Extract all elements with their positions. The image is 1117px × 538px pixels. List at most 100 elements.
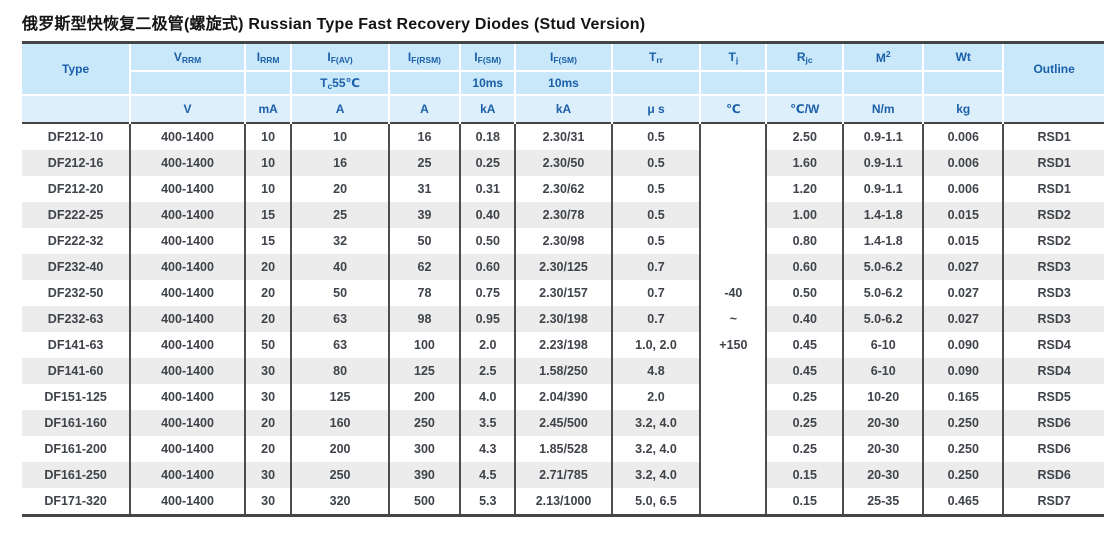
- table-cell: 80: [290, 358, 389, 384]
- table-cell: 6-10: [842, 358, 924, 384]
- unit-ifrsm: A: [387, 95, 462, 123]
- table-cell: 3.2, 4.0: [610, 462, 701, 488]
- table-cell: 10: [243, 150, 292, 176]
- col-header-ifav: IF(AV): [290, 42, 390, 72]
- table-row: DF141-60 400-1400 30 80 125 2.5 1.58/250 4.8 0.4…: [22, 358, 1104, 384]
- table-cell: 50: [290, 280, 389, 306]
- table-cell: 1.0, 2.0: [610, 332, 701, 358]
- table-cell: 3.2, 4.0: [610, 436, 701, 462]
- page-title: 俄罗斯型快恢复二极管(螺旋式) Russian Type Fast Recove…: [22, 10, 1103, 34]
- table-cell: RSD1: [1002, 123, 1104, 150]
- table-cell: 250: [387, 410, 461, 436]
- table-cell: DF222-32: [47, 234, 104, 248]
- table-cell: 2.30/125: [514, 254, 612, 280]
- table-cell: 0.40: [459, 202, 516, 228]
- table-cell: 62: [387, 254, 461, 280]
- table-cell: 1.00: [765, 202, 844, 228]
- table-cell: DF161-160: [22, 410, 131, 436]
- table-row: DF222-32 400-1400 15 32 50 0.50 2.30/98 0.5 0.80…: [22, 228, 1104, 254]
- table-cell: 0.60: [459, 254, 516, 280]
- table-cell: 5.0-6.2: [842, 254, 924, 280]
- table-cell: 1.60: [765, 150, 844, 176]
- table-cell: 0.25: [459, 150, 516, 176]
- unit-wt: kg: [922, 95, 1005, 123]
- col-header-vrrm: VRRM: [129, 42, 246, 72]
- table-cell: 0.250: [922, 462, 1004, 488]
- unit-irrm: mA: [243, 95, 293, 123]
- table-cell: 0.25: [765, 410, 844, 436]
- table-cell: RSD4: [1002, 332, 1104, 358]
- table-cell: 30: [243, 488, 292, 516]
- table-cell: 400-1400: [129, 332, 245, 358]
- table-cell: 16: [290, 150, 389, 176]
- table-cell: 400-1400: [129, 280, 245, 306]
- table-cell: 30: [243, 358, 292, 384]
- table-cell: 30: [243, 462, 292, 488]
- unit-ifsm1: kA: [459, 95, 517, 123]
- unit-rjc: ℃/W: [765, 95, 845, 123]
- table-cell: 16: [387, 123, 461, 150]
- table-cell: 200: [290, 436, 389, 462]
- table-cell: 0.090: [922, 358, 1004, 384]
- table-cell: 0.006: [922, 176, 1004, 202]
- table-cell: 5.0-6.2: [842, 306, 924, 332]
- table-cell: 0.60: [765, 254, 844, 280]
- tj-range-line: +150: [719, 338, 748, 352]
- table-row: DF212-20 400-1400 10 20 31 0.31 2.30/62 0.5 1.20…: [22, 176, 1104, 202]
- col-header-tj: Tj: [699, 42, 768, 72]
- tj-range-cell: -40 ~ +150: [699, 123, 768, 516]
- table-cell: 0.15: [765, 488, 844, 516]
- col-header-type: Type: [22, 42, 132, 96]
- table-cell: 25: [290, 202, 389, 228]
- subheader-ifrsm: [387, 71, 462, 96]
- table-cell: 2.0: [610, 384, 701, 410]
- table-cell: 0.45: [765, 358, 844, 384]
- table-cell: 0.015: [922, 228, 1004, 254]
- table-cell: 400-1400: [129, 150, 245, 176]
- table-cell: 0.31: [459, 176, 516, 202]
- table-cell: RSD4: [1002, 358, 1104, 384]
- table-cell: RSD3: [1002, 306, 1104, 332]
- table-cell: 0.7: [610, 280, 701, 306]
- table-cell: 400-1400: [129, 254, 245, 280]
- table-cell: 0.9-1.1: [842, 123, 924, 150]
- table-cell: 0.250: [922, 410, 1004, 436]
- table-cell: 39: [387, 202, 461, 228]
- table-cell: 0.5: [610, 150, 701, 176]
- table-cell: DF232-63: [22, 306, 131, 332]
- table-cell: 32: [290, 228, 389, 254]
- table-cell: 2.50: [765, 123, 844, 150]
- table-cell: DF171-320: [44, 494, 107, 508]
- unit-type: [22, 95, 132, 123]
- table-cell: 0.7: [610, 306, 701, 332]
- col-header-wt: Wt: [922, 42, 1005, 72]
- table-cell: 2.30/62: [514, 176, 612, 202]
- table-cell: DF212-20: [47, 182, 104, 196]
- table-cell: 160: [290, 410, 389, 436]
- table-cell: 2.23/198: [514, 332, 612, 358]
- subheader-wt: [922, 71, 1004, 96]
- table-cell: 0.250: [922, 436, 1004, 462]
- table-cell: 1.20: [765, 176, 844, 202]
- table-cell: 200: [387, 384, 461, 410]
- table-cell: 400-1400: [129, 228, 245, 254]
- table-cell: 20: [243, 306, 292, 332]
- table-cell: 400-1400: [129, 384, 245, 410]
- table-cell: 4.5: [459, 462, 516, 488]
- table-cell: 10-20: [842, 384, 924, 410]
- table-cell: 0.006: [922, 150, 1004, 176]
- table-cell: 20-30: [842, 410, 924, 436]
- table-cell: 320: [290, 488, 389, 516]
- table-cell: 2.45/500: [514, 410, 612, 436]
- col-header-m2: M2: [842, 42, 925, 72]
- table-cell: RSD1: [1002, 150, 1104, 176]
- table-cell: RSD3: [1002, 254, 1104, 280]
- table-row: DF161-200 400-1400 20 200 300 4.3 1.85/528 3.2,…: [22, 436, 1104, 462]
- table-cell: 250: [290, 462, 389, 488]
- table-cell: 2.30/31: [514, 123, 612, 150]
- table-cell: 63: [290, 332, 389, 358]
- table-cell: DF212-16: [22, 150, 131, 176]
- table-cell: 0.465: [922, 488, 1004, 516]
- table-cell: 0.25: [765, 384, 844, 410]
- unit-vrrm: V: [129, 95, 246, 123]
